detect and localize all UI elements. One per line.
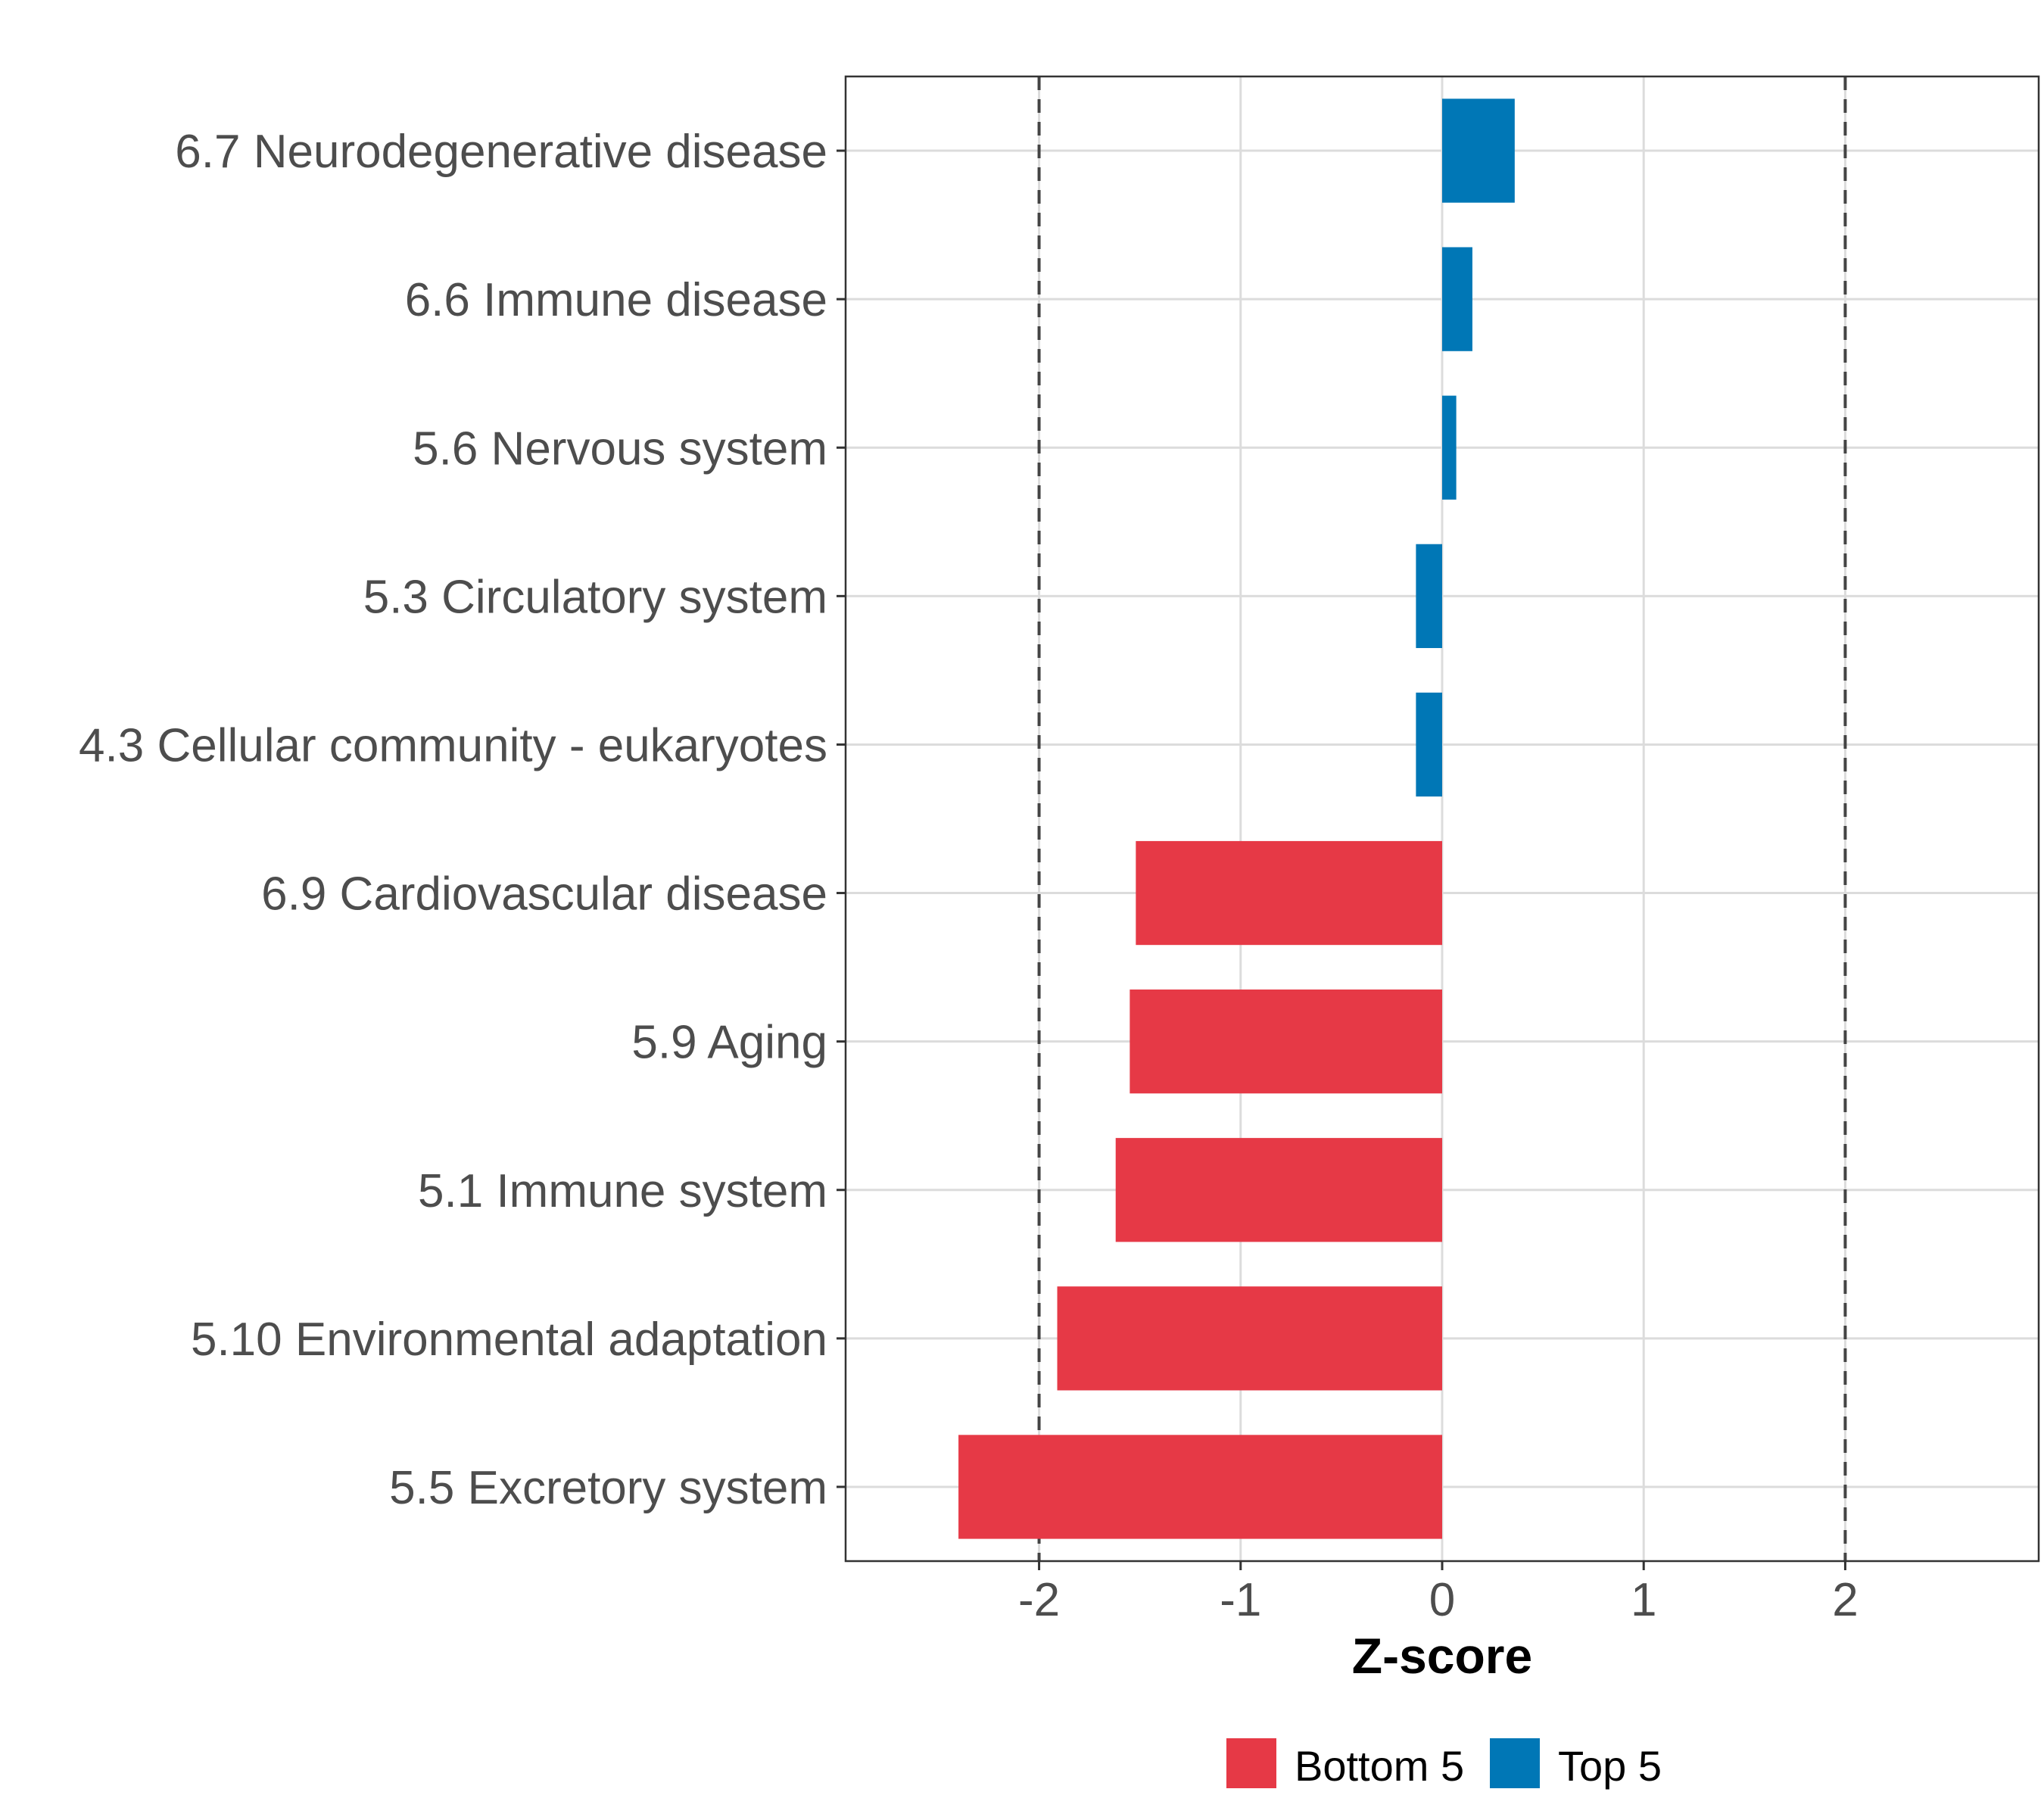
y-tick-label-5-10-environmental-adaptation: 5.10 Environmental adaptation [191,1314,827,1366]
y-tick-label-4-3-cellular-community-eukaryotes: 4.3 Cellular community - eukaryotes [79,719,827,771]
y-tick-label-5-5-excretory-system: 5.5 Excretory system [389,1462,827,1514]
x-tick-label-neg2: -2 [1018,1574,1060,1626]
bar-5-9-aging [1129,990,1442,1094]
y-tick-label-5-9-aging: 5.9 Aging [631,1017,827,1069]
bar-5-5-excretory-system [958,1435,1442,1539]
x-tick-label-1: 1 [1631,1574,1656,1626]
legend-label-top-5: Top 5 [1558,1742,1662,1790]
bar-5-10-environmental-adaptation [1057,1286,1442,1391]
x-axis: -2 -1 0 1 2 [1018,1561,1859,1626]
y-tick-label-6-6-immune-disease: 6.6 Immune disease [405,274,827,326]
x-axis-title: Z-score [1352,1628,1532,1684]
bar-6-9-cardiovascular-disease [1136,840,1442,946]
y-tick-label-6-9-cardiovascular-disease: 6.9 Cardiovascular disease [261,868,827,921]
legend-swatch-bottom-5 [1226,1738,1276,1788]
legend-label-bottom-5: Bottom 5 [1295,1742,1464,1790]
y-tick-label-5-3-circulatory-system: 5.3 Circulatory system [363,571,827,623]
legend-swatch-top-5 [1490,1738,1540,1788]
legend: Bottom 5 Top 5 [1226,1738,1662,1790]
reference-lines [1037,76,1847,1561]
y-tick-label-5-6-nervous-system: 5.6 Nervous system [413,422,827,475]
bar-5-1-immune-system [1115,1138,1442,1242]
y-tick-label-5-1-immune-system: 5.1 Immune system [418,1165,827,1217]
x-tick-label-0: 0 [1429,1574,1455,1626]
bar-5-3-circulatory-system [1416,544,1442,648]
y-tick-label-6-7-neurodegenerative-disease: 6.7 Neurodegenerative disease [175,126,827,178]
bar-6-7-neurodegenerative-disease [1442,98,1515,203]
y-axis: 6.7 Neurodegenerative disease 6.6 Immune … [79,126,846,1514]
x-tick-label-neg1: -1 [1220,1574,1261,1626]
bars [958,98,1515,1539]
bar-5-6-nervous-system [1442,395,1457,500]
x-tick-label-2: 2 [1832,1574,1858,1626]
bar-6-6-immune-disease [1442,247,1472,351]
bar-4-3-cellular-community-eukaryotes [1416,692,1442,797]
